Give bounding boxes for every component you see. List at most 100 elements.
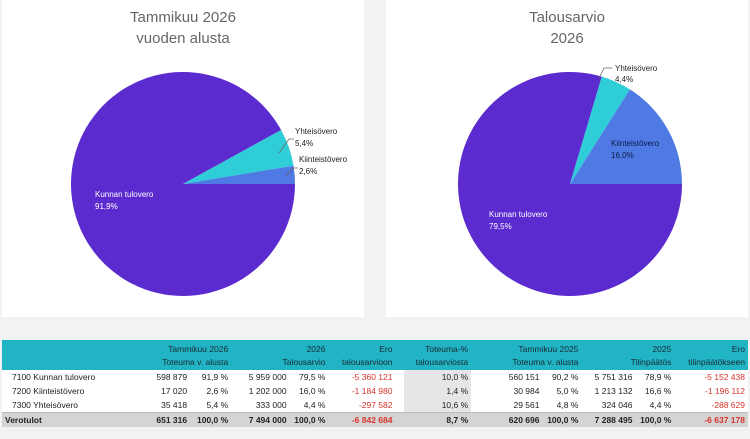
pie-slice-kunnan-tulovero[interactable] — [458, 72, 682, 296]
pie-slice-kiinteistovero[interactable] — [183, 165, 295, 184]
cell-budget-pct: 4,4 % — [303, 400, 326, 410]
cell-tilinpaatos: 324 046 — [601, 400, 633, 410]
header-prev-year: 2025 — [581, 340, 675, 355]
total-budget: 7 494 000 — [231, 412, 290, 427]
header-tilinpaatos: Tilinpäätös — [581, 355, 675, 370]
pie-slice-yhteisovero[interactable] — [183, 129, 294, 184]
header-toteuma-pct: Toteuma-% — [404, 340, 472, 355]
total-tilinpaatos: 7 288 495 — [581, 412, 636, 427]
row-name: 7200 Kiinteistövero — [12, 386, 85, 396]
header-tammikuu-2025: Tammikuu 2025 — [481, 340, 582, 355]
cell-tilinpaatos: 5 751 316 — [594, 372, 633, 382]
table-row: 7100 Kunnan tulovero 598 879 91,9 % 5 95… — [2, 370, 748, 384]
cell-diff: -297 582 — [358, 400, 393, 410]
cell-tp-diff: -5 152 438 — [704, 372, 745, 382]
slice-label-kunnan-tulovero: Kunnan tulovero — [95, 190, 154, 199]
cell-gap — [471, 412, 482, 427]
slice-pct-kunnan-tulovero: 79,5% — [489, 222, 512, 231]
total-realization-pct: 8,7 % — [404, 412, 472, 427]
header-empty — [2, 355, 130, 370]
cell-diff: -5 360 121 — [351, 372, 393, 382]
slice-label-yhteisovero: Yhteisövero — [295, 127, 338, 136]
cell-realization-pct: 10,0 % — [404, 370, 472, 384]
cell-budget: 1 202 000 — [248, 386, 287, 396]
leader-line-yhteisovero — [598, 67, 612, 79]
cell-prev: 29 561 — [513, 400, 540, 410]
chart-title-line2: 2026 — [550, 30, 584, 47]
cell-actual-pct: 5,4 % — [206, 400, 229, 410]
header-ero2: Ero — [674, 340, 748, 355]
cell-gap — [471, 370, 482, 384]
cell-tilinpaatos-pct: 4,4 % — [649, 400, 672, 410]
header-gap — [471, 340, 482, 355]
cell-prev-pct: 5,0 % — [556, 386, 579, 396]
cell-actual: 35 418 — [161, 400, 188, 410]
header-row-top: Tammikuu 2026 2026 Ero Toteuma-% Tammiku… — [2, 340, 748, 355]
row-name: 7100 Kunnan tulovero — [12, 372, 96, 382]
cell-budget-pct: 79,5 % — [299, 372, 326, 382]
cell-tilinpaatos-pct: 78,9 % — [644, 372, 672, 382]
slice-pct-kiinteistovero: 2,6% — [299, 167, 317, 176]
chart-card-talousarvio: Talousarvio 2026 Yhteisövero 4,4% Kiinte… — [386, 0, 748, 317]
cell-gap — [395, 384, 405, 398]
cell-gap — [395, 412, 405, 427]
total-prev: 620 696 — [481, 412, 543, 427]
row-name: 7300 Yhteisövero — [12, 400, 79, 410]
header-empty — [2, 340, 130, 355]
cell-tilinpaatos-pct: 16,6 % — [644, 386, 672, 396]
cell-gap — [395, 398, 405, 413]
total-row: Verotulot 651 316 100,0 % 7 494 000 100,… — [2, 412, 748, 427]
cell-actual-pct: 2,6 % — [206, 386, 229, 396]
pie-slice-kiinteistovero[interactable] — [570, 89, 682, 184]
chart-title-line2: vuoden alusta — [136, 30, 230, 47]
cell-realization-pct: 10,6 % — [404, 398, 472, 413]
cell-tilinpaatos: 1 213 132 — [594, 386, 633, 396]
chart-title-line1: Talousarvio — [529, 9, 605, 26]
total-diff: -6 842 684 — [328, 412, 396, 427]
chart-title-line1: Tammikuu 2026 — [130, 9, 236, 26]
pie-chart-tammikuu: Yhteisövero 5,4% Kiinteistövero 2,6% Kun… — [71, 71, 348, 296]
cell-gap — [471, 398, 482, 413]
slice-pct-yhteisovero: 5,4% — [295, 139, 313, 148]
slice-pct-yhteisovero: 4,4% — [615, 75, 633, 84]
leader-line-yhteisovero — [278, 138, 294, 154]
cell-tp-diff: -288 629 — [711, 400, 745, 410]
cell-prev-pct: 90,2 % — [551, 372, 579, 382]
cell-realization-pct: 1,4 % — [404, 384, 472, 398]
header-budget-year: 2026 — [231, 340, 329, 355]
cell-prev: 560 151 — [508, 372, 540, 382]
header-toteuma-prev: Toteuma v. alusta — [481, 355, 582, 370]
header-tammikuu-2026: Tammikuu 2026 — [129, 340, 232, 355]
cell-prev: 30 984 — [513, 386, 540, 396]
header-gap — [471, 355, 482, 370]
pie-slice-kunnan-tulovero[interactable] — [71, 71, 295, 296]
header-talousarvio: Talousarvio — [231, 355, 329, 370]
total-prev-pct: 100,0 % — [542, 412, 582, 427]
header-ero-tilinpaatokseen: tilinpäätökseen — [674, 355, 748, 370]
leader-line-kiinteistovero — [285, 167, 298, 177]
pie-chart-talousarvio: Yhteisövero 4,4% Kiinteistövero 16,0% Ku… — [458, 64, 682, 296]
slice-label-yhteisovero: Yhteisövero — [615, 64, 658, 73]
total-budget-pct: 100,0 % — [289, 412, 329, 427]
header-ero: Ero — [328, 340, 396, 355]
slice-label-kiinteistovero: Kiinteistövero — [611, 139, 660, 148]
slice-label-kiinteistovero: Kiinteistövero — [299, 155, 348, 164]
total-tilinpaatos-pct: 100,0 % — [635, 412, 675, 427]
data-table: Tammikuu 2026 2026 Ero Toteuma-% Tammiku… — [2, 340, 748, 427]
header-gap — [395, 340, 405, 355]
tax-revenue-table: Tammikuu 2026 2026 Ero Toteuma-% Tammiku… — [2, 340, 748, 427]
slice-label-kunnan-tulovero: Kunnan tulovero — [489, 210, 548, 219]
total-tp-diff: -6 637 178 — [674, 412, 748, 427]
header-talousarviosta: talousarviosta — [404, 355, 472, 370]
header-gap — [395, 355, 405, 370]
pie-slice-yhteisovero[interactable] — [570, 76, 630, 184]
cell-actual: 17 020 — [161, 386, 188, 396]
total-name: Verotulot — [2, 412, 130, 427]
cell-tp-diff: -1 196 112 — [704, 386, 745, 396]
cell-prev-pct: 4,8 % — [556, 400, 579, 410]
header-row-bottom: Toteuma v. alusta Talousarvio talousarvi… — [2, 355, 748, 370]
chart-card-tammikuu: Tammikuu 2026 vuoden alusta Yhteisövero … — [2, 0, 364, 317]
slice-pct-kiinteistovero: 16,0% — [611, 151, 634, 160]
header-ero-talousarvioon: talousarvioon — [328, 355, 396, 370]
total-actual-pct: 100,0 % — [190, 412, 232, 427]
